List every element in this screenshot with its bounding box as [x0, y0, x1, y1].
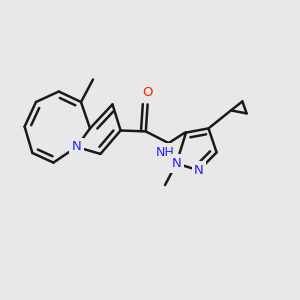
- Text: N: N: [172, 157, 181, 170]
- Text: N: N: [194, 164, 204, 177]
- Text: NH: NH: [156, 146, 174, 159]
- Text: O: O: [142, 86, 153, 100]
- Text: N: N: [72, 140, 81, 154]
